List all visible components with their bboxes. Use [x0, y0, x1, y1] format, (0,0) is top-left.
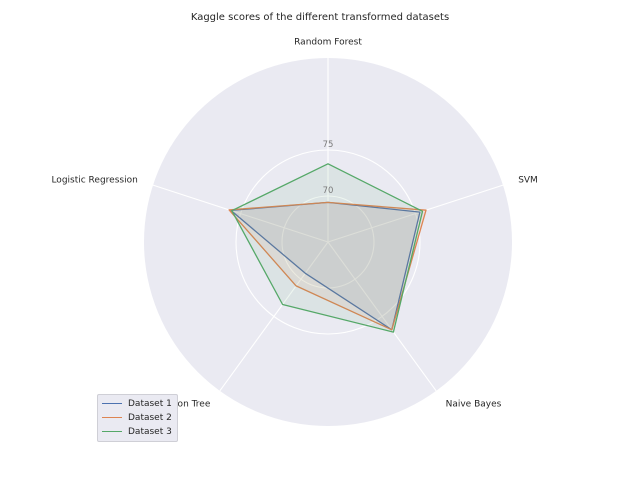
radar-grid — [144, 58, 512, 426]
series-fill-1 — [230, 202, 420, 330]
category-label: Random Forest — [294, 38, 362, 48]
legend-item-dataset-2: Dataset 2 — [102, 411, 172, 424]
category-label: SVM — [518, 176, 538, 186]
legend-label: Dataset 3 — [128, 426, 172, 437]
radar-labels: 70 75 Random Forest SVM Naive Bayes Decision … — [51, 38, 537, 410]
category-label: Decision Tree — [150, 399, 210, 409]
legend-swatch — [102, 403, 122, 404]
legend-item-dataset-1: Dataset 1 — [102, 397, 172, 410]
category-label: Logistic Regression — [51, 176, 137, 186]
grid-spoke — [219, 241, 329, 392]
grid-spoke — [327, 241, 437, 392]
legend-swatch — [102, 431, 122, 432]
series-line-2 — [228, 201, 427, 331]
series-fill-2 — [229, 202, 426, 330]
grid-spoke — [152, 184, 329, 243]
chart-legend: Dataset 1 Dataset 2 Dataset 3 — [97, 394, 178, 442]
radar-series — [228, 163, 427, 333]
chart-title: Kaggle scores of the different transform… — [190, 12, 450, 23]
radial-tick-label: 75 — [323, 140, 334, 150]
category-label: Naive Bayes — [446, 399, 502, 409]
legend-label: Dataset 1 — [128, 398, 172, 409]
series-line-3 — [231, 163, 424, 333]
legend-item-dataset-3: Dataset 3 — [102, 425, 172, 438]
radial-tick-label: 70 — [323, 186, 334, 196]
series-fill-3 — [231, 163, 423, 333]
legend-swatch — [102, 417, 122, 418]
legend-label: Dataset 2 — [128, 412, 172, 423]
grid-spoke — [327, 184, 504, 243]
